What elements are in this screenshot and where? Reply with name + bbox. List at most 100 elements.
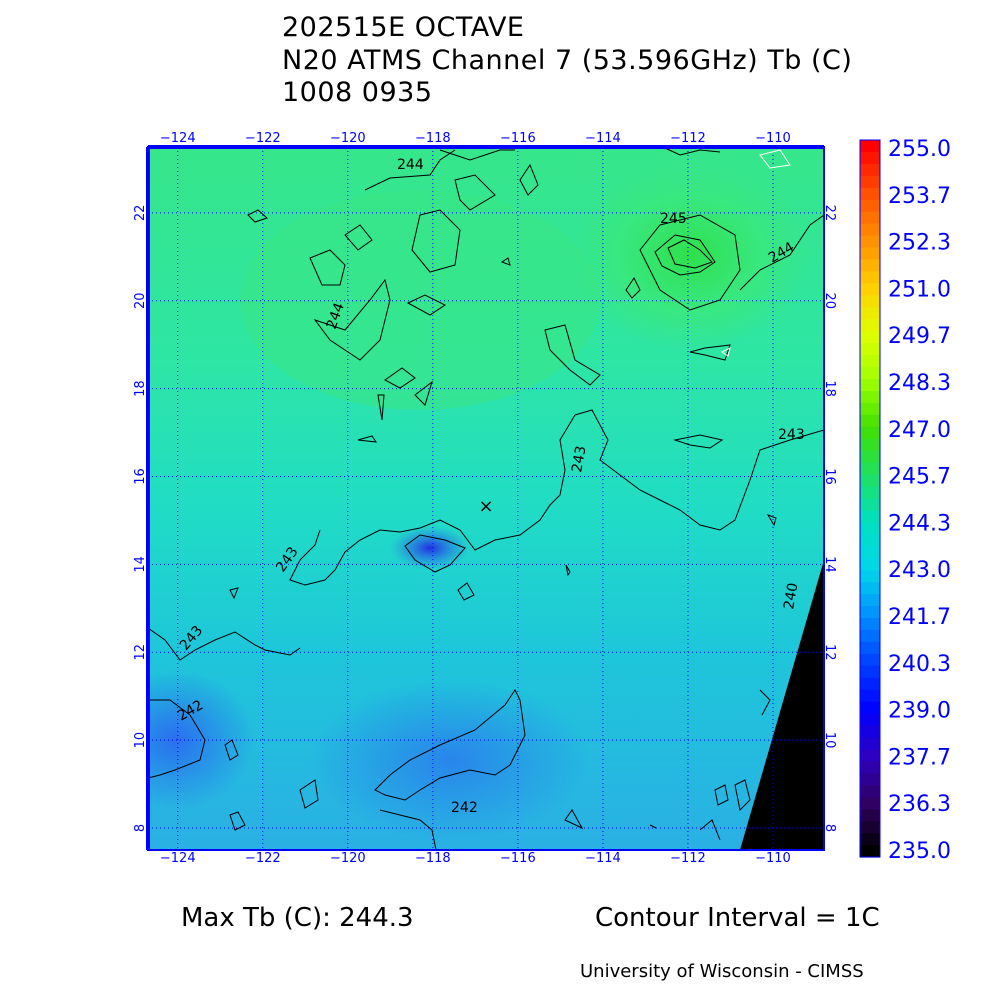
colorbar-tick-label: 245.7 [888, 465, 951, 490]
colorbar-tick-label: 244.3 [888, 511, 951, 536]
colorbar-segment [860, 618, 880, 631]
colorbar-segment [860, 749, 880, 762]
contour-label: 242 [451, 800, 478, 816]
lon-tick-label-top: −122 [245, 131, 281, 146]
colorbar-segment [860, 140, 880, 153]
colorbar-segment [860, 821, 880, 834]
colorbar-segment [860, 845, 880, 858]
colorbar-segment [860, 462, 880, 476]
colorbar-segment [860, 259, 880, 273]
colorbar-segment [860, 510, 880, 523]
colorbar-segment [860, 653, 880, 667]
colorbar-segment [860, 797, 880, 810]
lat-tick-label-left: 16 [133, 468, 148, 485]
lat-tick-label-right: 12 [822, 644, 837, 661]
colorbar-tick-label: 240.3 [888, 652, 951, 677]
lon-tick-label-bottom: −122 [245, 851, 281, 866]
lon-tick-label-top: −120 [330, 131, 366, 146]
storm-title: 202515E OCTAVE [282, 12, 525, 43]
no-data-region [740, 560, 824, 850]
colorbar [859, 139, 881, 858]
colorbar-tick-label: 243.0 [888, 558, 951, 583]
colorbar-tick-label: 247.0 [888, 418, 951, 443]
lon-tick-label-top: −114 [585, 131, 621, 146]
colorbar-tick-label: 237.7 [888, 745, 951, 770]
colorbar-segment [860, 247, 880, 261]
colorbar-segment [860, 474, 880, 488]
lon-tick-label-bottom: −114 [585, 851, 621, 866]
colorbar-segment [860, 438, 880, 452]
colorbar-tick-label: 253.7 [888, 184, 951, 209]
colorbar-segment [860, 163, 880, 177]
contour-core [667, 239, 713, 269]
lat-tick-label-right: 20 [822, 293, 837, 310]
colorbar-segment [860, 594, 880, 607]
lon-tick-label-bottom: −120 [330, 851, 366, 866]
lon-tick-label-top: −116 [500, 131, 536, 146]
lon-tick-label-bottom: −110 [755, 851, 791, 866]
lat-tick-label-left: 14 [133, 556, 148, 573]
credit-label: University of Wisconsin - CIMSS [580, 961, 864, 982]
colorbar-segment [860, 414, 880, 428]
colorbar-segment [860, 522, 880, 535]
lon-labels-bottom: −124 −122 −120 −118 −116 −114 −112 −110 [160, 851, 791, 866]
colorbar-segment [860, 283, 880, 296]
colorbar-frame [859, 139, 881, 858]
colorbar-segment [860, 809, 880, 822]
colorbar-segment [860, 223, 880, 237]
lon-tick-label-top: −124 [160, 131, 196, 146]
colorbar-tick-label: 236.3 [888, 792, 951, 817]
colorbar-tick-label: 239.0 [888, 699, 951, 724]
colorbar-tick-label: 249.7 [888, 324, 951, 349]
colorbar-segment [860, 785, 880, 798]
colorbar-segment [860, 725, 880, 739]
contour-label: 244 [397, 157, 424, 173]
lat-tick-label-right: 22 [822, 205, 837, 222]
colorbar-tick-label: 235.0 [888, 839, 951, 864]
colorbar-segment [860, 677, 880, 691]
colorbar-segment [860, 570, 880, 583]
lon-labels-top: −124 −122 −120 −118 −116 −114 −112 −110 [160, 131, 791, 146]
colorbar-segment [860, 175, 880, 189]
contour-label: 243 [778, 427, 805, 443]
colorbar-segment [860, 151, 880, 165]
lat-tick-label-right: 16 [822, 468, 837, 485]
lat-tick-label-left: 12 [133, 644, 148, 661]
colorbar-segment [860, 773, 880, 786]
colorbar-segment [860, 343, 880, 356]
storm-center-marker: × [478, 496, 493, 517]
colorbar-segment [860, 307, 880, 320]
contour-label: 245 [660, 211, 687, 227]
lat-tick-label-right: 10 [822, 732, 837, 749]
colorbar-segment [860, 534, 880, 547]
colorbar-segment [860, 331, 880, 344]
colorbar-segment [860, 701, 880, 715]
colorbar-segment [860, 390, 880, 404]
lat-tick-label-right: 14 [822, 556, 837, 573]
lon-tick-label-top: −118 [415, 131, 451, 146]
colorbar-segment [860, 761, 880, 774]
colorbar-segment [860, 629, 880, 643]
colorbar-segment [860, 367, 880, 380]
colorbar-segment [860, 558, 880, 571]
colorbar-segment [860, 187, 880, 201]
colorbar-segment [860, 211, 880, 225]
colorbar-segment [860, 295, 880, 308]
colorbar-tick-label: 248.3 [888, 371, 951, 396]
lat-labels-right: 8 10 12 14 16 18 20 22 [822, 205, 837, 833]
colorbar-segment [860, 379, 880, 392]
colorbar-segment [860, 689, 880, 703]
colorbar-segment [860, 833, 880, 846]
lat-tick-label-right: 8 [822, 824, 837, 832]
colorbar-segment [860, 402, 880, 416]
max-tb-label: Max Tb (C): 244.3 [181, 903, 414, 933]
colorbar-tick-label: 251.0 [888, 277, 951, 302]
colorbar-labels: 255.0 253.7 252.3 251.0 249.7 248.3 247.0 245.7… [888, 137, 951, 864]
colorbar-segment [860, 641, 880, 655]
lon-tick-label-top: −112 [670, 131, 706, 146]
colorbar-segment [860, 665, 880, 679]
warm-contours [721, 149, 791, 357]
colorbar-segment [860, 426, 880, 440]
contour-label: 240 [781, 582, 801, 611]
